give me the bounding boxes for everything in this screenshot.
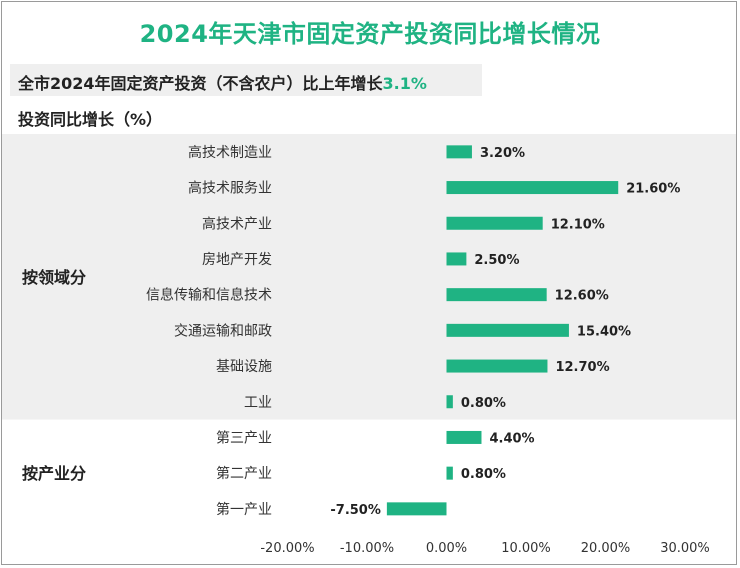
category-label: 第二产业	[216, 465, 272, 482]
bar	[446, 359, 548, 373]
category-label: 第一产业	[216, 501, 272, 518]
group-label: 按领域分	[22, 268, 86, 287]
chart-title: 2024年天津市固定资产投资同比增长情况	[139, 20, 601, 48]
bar	[446, 252, 467, 266]
y-axis-title: 投资同比增长（%）	[18, 110, 163, 129]
bar	[446, 145, 472, 159]
data-label: 4.40%	[489, 431, 534, 446]
x-tick-label: -10.00%	[340, 541, 394, 556]
category-label: 高技术服务业	[188, 180, 272, 197]
x-tick-label: 0.00%	[426, 541, 467, 556]
bar	[446, 323, 569, 337]
group-label: 按产业分	[22, 464, 86, 483]
x-tick-label: 30.00%	[660, 541, 710, 556]
category-label: 信息传输和信息技术	[146, 287, 272, 304]
category-label: 第三产业	[216, 429, 272, 446]
bar	[446, 466, 453, 480]
category-label: 工业	[244, 395, 272, 411]
summary-label: 全市2024年固定资产投资（不含农户）比上年增长	[18, 74, 383, 93]
data-label: 12.10%	[551, 217, 605, 232]
summary-banner: 全市2024年固定资产投资（不含农户）比上年增长3.1%	[10, 64, 482, 96]
bar	[446, 430, 482, 444]
data-label: 0.80%	[461, 467, 506, 482]
data-label: 21.60%	[626, 182, 680, 197]
x-tick-label: 20.00%	[581, 541, 631, 556]
data-label: 0.80%	[461, 396, 506, 411]
data-label: -7.50%	[330, 503, 381, 518]
bar	[446, 181, 619, 195]
data-label: 3.20%	[480, 146, 525, 161]
category-label: 基础设施	[216, 358, 272, 375]
summary-value: 3.1%	[382, 74, 427, 93]
x-tick-label: -20.00%	[260, 541, 314, 556]
x-tick-label: 10.00%	[501, 541, 551, 556]
data-label: 12.60%	[555, 289, 609, 304]
bar	[446, 288, 547, 302]
bar	[446, 395, 453, 409]
data-label: 12.70%	[555, 360, 609, 375]
category-label: 高技术产业	[202, 215, 272, 232]
group-band-0	[2, 134, 736, 420]
category-label: 房地产开发	[202, 252, 272, 268]
bar	[386, 502, 447, 516]
category-label: 高技术制造业	[188, 144, 272, 161]
summary-text: 全市2024年固定资产投资（不含农户）比上年增长3.1%	[18, 70, 427, 94]
category-label: 交通运输和邮政	[174, 322, 272, 339]
data-label: 2.50%	[474, 253, 519, 268]
bar	[446, 216, 543, 230]
data-label: 15.40%	[577, 324, 631, 339]
